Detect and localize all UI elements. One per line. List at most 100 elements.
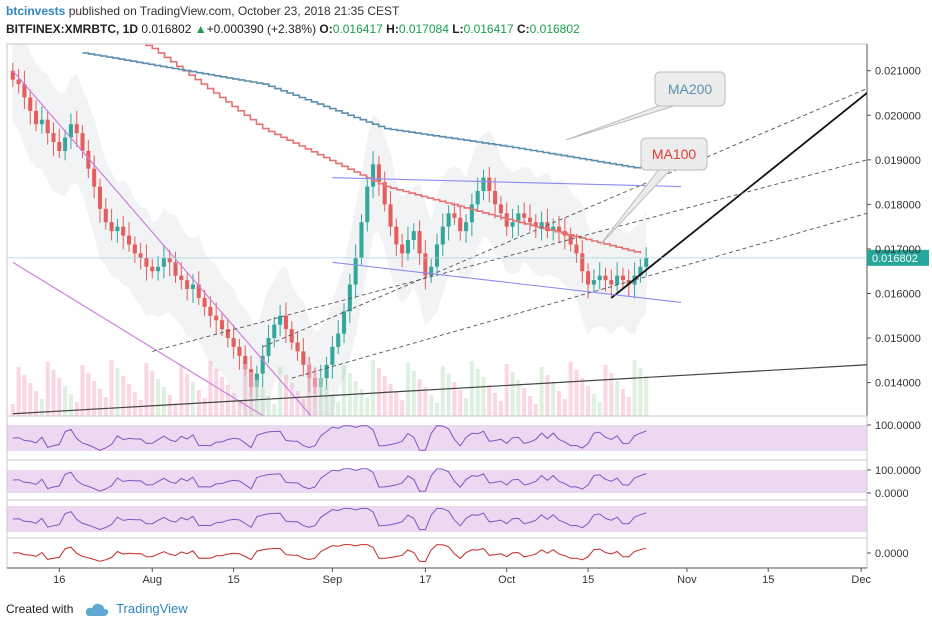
candle-body xyxy=(446,213,451,227)
candle-body xyxy=(260,355,265,374)
downtrend-channel-upper xyxy=(12,70,312,416)
candle xyxy=(359,214,364,265)
volume-bar xyxy=(423,387,428,416)
indicator-line xyxy=(12,544,647,562)
x-tick-label: Oct xyxy=(498,574,515,586)
candle xyxy=(39,106,44,134)
stoch-pane: 100.0000 0.0000 xyxy=(6,459,921,501)
volume-bar xyxy=(533,404,538,416)
candle-body xyxy=(411,231,416,241)
volume-bar xyxy=(161,387,166,416)
volume-bar xyxy=(516,380,521,416)
candle xyxy=(586,263,591,299)
volume-bar xyxy=(609,373,614,416)
candle xyxy=(638,258,643,283)
candle-body xyxy=(109,222,114,232)
candle-body xyxy=(388,204,393,227)
candle xyxy=(626,269,631,297)
candle xyxy=(68,113,73,150)
candle-body xyxy=(196,284,201,298)
high-label: H: xyxy=(386,22,399,36)
candle-body xyxy=(493,191,498,205)
candle-body xyxy=(405,240,410,254)
volume-bar xyxy=(371,360,376,416)
indicator-band xyxy=(7,425,867,451)
volume-bar xyxy=(504,364,509,416)
candle xyxy=(289,321,294,350)
volume-bar xyxy=(469,361,474,416)
volume-bar xyxy=(376,368,381,416)
volume-bar xyxy=(562,399,567,416)
volume-bar xyxy=(28,383,33,416)
x-tick-label: 15 xyxy=(227,574,239,586)
candle-body xyxy=(179,275,184,281)
fan-line-3 xyxy=(291,212,867,379)
candle-body xyxy=(266,338,271,356)
candle xyxy=(452,202,457,225)
volume-bar xyxy=(644,376,649,416)
volume-bar xyxy=(527,396,533,416)
candle-body xyxy=(510,222,515,227)
price-chart[interactable]: MA200 MA100 0.016802 0.021000 0.020000 0.019… xyxy=(0,40,932,595)
candle-body xyxy=(167,257,172,263)
candle-body xyxy=(620,275,625,281)
candle xyxy=(231,324,236,359)
candle xyxy=(405,226,410,261)
volume-bar xyxy=(115,368,120,416)
volume-bar xyxy=(202,398,207,416)
candle-body xyxy=(103,208,108,223)
volume-bar xyxy=(620,389,625,416)
volume-bar xyxy=(359,389,364,416)
candle-body xyxy=(138,253,143,258)
candle-body xyxy=(574,244,579,254)
candle-body xyxy=(156,266,161,272)
candle xyxy=(493,177,498,219)
candle-body xyxy=(423,253,428,276)
last-price-tag-label: 0.016802 xyxy=(872,253,918,265)
high-value: 0.017084 xyxy=(398,22,449,36)
candle xyxy=(336,320,341,355)
volume-bar xyxy=(51,370,56,416)
candle-body xyxy=(45,119,50,134)
candle-body xyxy=(591,280,596,285)
candle xyxy=(278,305,283,337)
callout-label: MA200 xyxy=(668,81,713,97)
volume-bar xyxy=(615,381,620,416)
volume-bar xyxy=(190,382,195,416)
candle xyxy=(568,227,573,252)
volume-bar xyxy=(150,371,155,416)
tradingview-brand[interactable]: TradingView xyxy=(116,601,188,616)
candle-body xyxy=(68,124,73,138)
volume-bar xyxy=(68,394,73,416)
volume-bar xyxy=(405,363,410,416)
x-tick-label: Nov xyxy=(677,574,697,586)
candle xyxy=(341,303,347,343)
volume-bar xyxy=(126,384,132,416)
downtrend-channel-lower xyxy=(12,261,265,416)
last-price: 0.016802 xyxy=(141,22,192,36)
volume-bar xyxy=(638,368,643,416)
candle xyxy=(388,191,393,237)
volume-bar xyxy=(214,369,219,416)
author-name[interactable]: btcinvests xyxy=(6,4,66,18)
volume-bar xyxy=(522,388,527,416)
candle xyxy=(324,356,329,390)
candle-body xyxy=(586,271,591,285)
candle-body xyxy=(22,84,27,98)
candle xyxy=(115,218,120,243)
volume-bar xyxy=(603,365,608,416)
candle-body xyxy=(144,257,149,267)
y-tick-label: 0.015000 xyxy=(875,333,921,345)
candle-body xyxy=(376,164,381,183)
candle-body xyxy=(638,266,643,276)
macd-pane: 0.0000 xyxy=(6,537,909,569)
volume-bar xyxy=(464,398,469,416)
candle xyxy=(167,249,172,277)
volume-bar xyxy=(353,381,358,416)
candle xyxy=(10,62,15,87)
indicator-tick-label: 100.0000 xyxy=(875,420,921,432)
candle-body xyxy=(359,222,364,258)
candle-body xyxy=(121,226,126,236)
candle xyxy=(353,244,358,299)
candle xyxy=(219,312,225,337)
